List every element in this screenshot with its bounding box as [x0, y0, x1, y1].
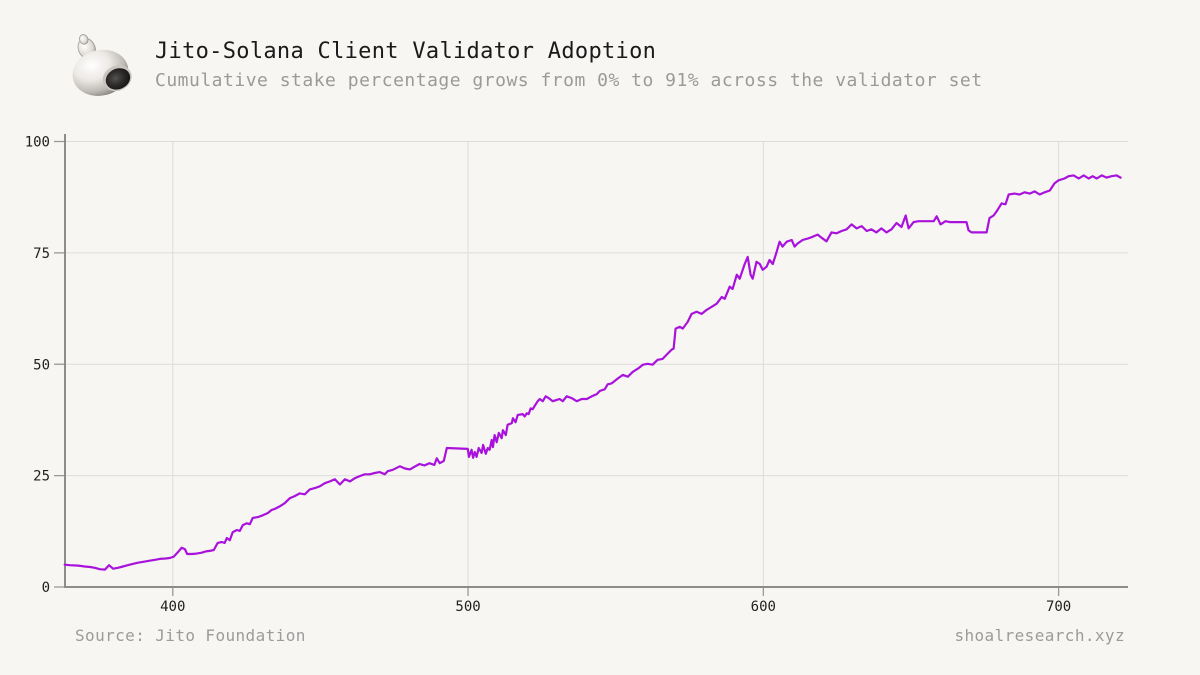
x-tick-label-500: 500: [455, 599, 480, 615]
x-tick-label-700: 700: [1046, 599, 1071, 615]
source-credit: Source: Jito Foundation: [75, 626, 306, 645]
y-tick-label-0: 0: [42, 580, 50, 596]
y-tick-label-75: 75: [33, 246, 50, 262]
y-tick-label-100: 100: [25, 135, 50, 151]
y-tick-label-50: 50: [33, 357, 50, 373]
page-title: Jito-Solana Client Validator Adoption: [155, 39, 657, 64]
x-tick-label-600: 600: [751, 599, 776, 615]
y-tick-label-25: 25: [33, 469, 50, 485]
snail-shell-logo-icon: [72, 34, 132, 96]
x-tick-label-400: 400: [160, 599, 185, 615]
site-credit: shoalresearch.xyz: [954, 626, 1125, 645]
cumulative-stake-line: [63, 174, 1122, 571]
page-subtitle: Cumulative stake percentage grows from 0…: [155, 70, 983, 91]
